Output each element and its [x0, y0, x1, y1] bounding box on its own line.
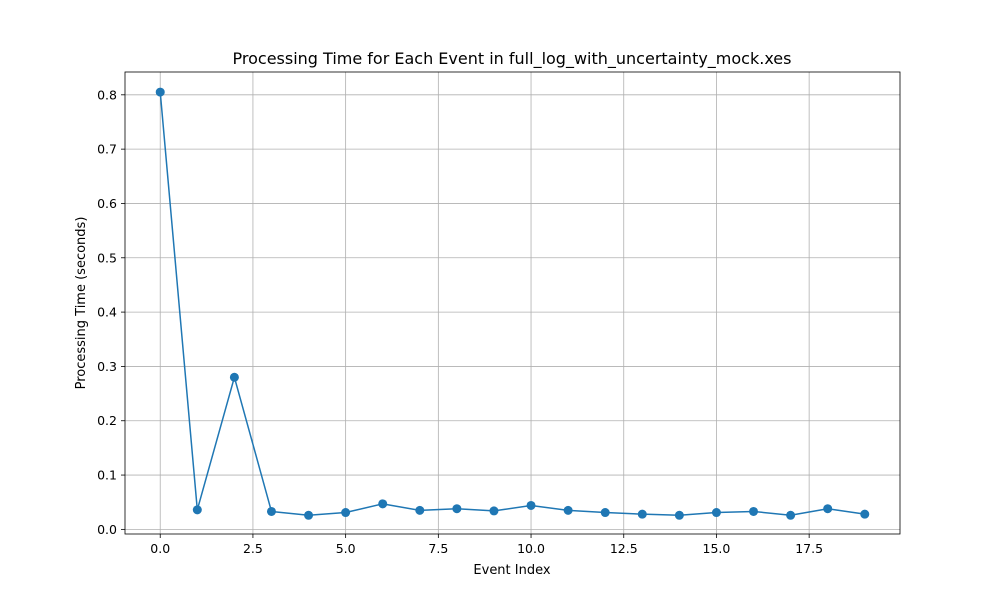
- y-tick-label: 0.3: [97, 359, 117, 374]
- x-tick-label: 0.0: [150, 541, 170, 556]
- data-point: [563, 505, 573, 515]
- data-point: [711, 508, 721, 518]
- grid: [125, 72, 900, 534]
- data-point: [229, 372, 239, 382]
- y-tick-label: 0.4: [97, 305, 117, 320]
- chart-title: Processing Time for Each Event in full_l…: [233, 49, 792, 69]
- x-tick-label: 12.5: [610, 541, 638, 556]
- x-tick-label: 2.5: [243, 541, 263, 556]
- data-point: [415, 505, 425, 515]
- data-point: [304, 510, 314, 520]
- y-tick-label: 0.8: [97, 87, 117, 102]
- y-tick-label: 0.1: [97, 468, 117, 483]
- data-point: [341, 508, 351, 518]
- data-point: [786, 510, 796, 520]
- x-tick-label: 10.0: [517, 541, 545, 556]
- data-point: [378, 499, 388, 509]
- data-point: [637, 509, 647, 519]
- x-axis-label: Event Index: [473, 563, 550, 578]
- axes: 0.0 2.5 5.0 7.5 10.0 12.5 15.0 17.5 0.0 0.1 0.2 0.3…: [97, 71, 901, 556]
- x-tick-label: 7.5: [428, 541, 448, 556]
- data-point: [823, 504, 833, 514]
- data-point: [155, 87, 165, 97]
- y-axis-label: Processing Time (seconds): [74, 217, 89, 390]
- data-point: [674, 510, 684, 520]
- x-tick-label: 5.0: [336, 541, 356, 556]
- y-tick-label: 0.7: [97, 142, 117, 157]
- y-tick-label: 0.6: [97, 196, 117, 211]
- y-tick-label: 0.5: [97, 250, 117, 265]
- x-tick-label: 17.5: [795, 541, 823, 556]
- data-point: [192, 505, 202, 515]
- y-tick-label: 0.2: [97, 413, 117, 428]
- data-point: [489, 506, 499, 516]
- y-tick-label: 0.0: [97, 522, 117, 537]
- data-point: [860, 509, 870, 519]
- series-line: [159, 92, 865, 517]
- data-point: [749, 506, 759, 516]
- plot-frame: [124, 71, 901, 535]
- series-layer: [155, 87, 870, 520]
- data-point: [266, 506, 276, 516]
- data-point: [452, 504, 462, 514]
- data-point: [600, 508, 610, 518]
- data-point: [526, 500, 536, 510]
- x-tick-label: 15.0: [703, 541, 731, 556]
